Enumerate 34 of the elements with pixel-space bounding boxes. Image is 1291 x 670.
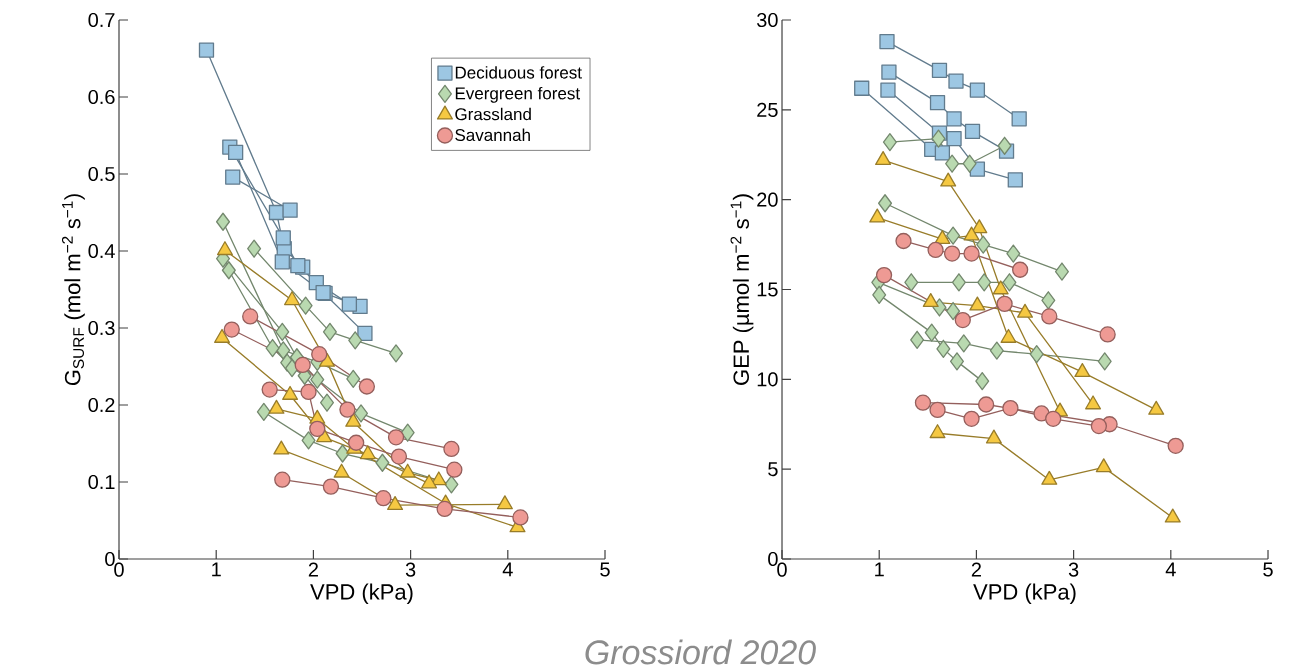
x-tick-label: 5 bbox=[600, 562, 610, 577]
y-tick-label: 25 bbox=[757, 102, 778, 117]
y-tick-label: 10 bbox=[757, 372, 778, 387]
y-tick-label: 0 bbox=[768, 551, 778, 567]
legend-label: Evergreen forest bbox=[455, 86, 580, 103]
text: Grossiord 2020 bbox=[585, 639, 816, 665]
x-tick-label: 2 bbox=[971, 562, 981, 577]
y-tick-label: 0.7 bbox=[88, 12, 115, 28]
y-tick-label: 0.5 bbox=[88, 166, 115, 182]
y-tick-label: 0.2 bbox=[88, 397, 115, 413]
x-tick-label: 3 bbox=[405, 562, 416, 577]
x-tick-label: 3 bbox=[1068, 562, 1079, 577]
legend-label: Deciduous forest bbox=[455, 66, 582, 79]
x-axis-title: VPD (kPa) bbox=[973, 583, 1076, 605]
y-tick-label: 0.4 bbox=[88, 243, 115, 259]
y-tick-label: 0.6 bbox=[88, 89, 115, 105]
y-tick-label: 5 bbox=[768, 462, 778, 477]
y-tick-label: 0.1 bbox=[88, 474, 115, 490]
x-axis-title: VPD (kPa) bbox=[310, 583, 413, 605]
y-tick-label: 0.3 bbox=[88, 320, 115, 336]
y-tick-label: 0 bbox=[105, 551, 115, 567]
legend-label: Savannah bbox=[455, 128, 530, 142]
x-tick-label: 1 bbox=[875, 562, 884, 577]
x-tick-label: 4 bbox=[502, 562, 513, 577]
y-tick-label: 20 bbox=[757, 192, 778, 207]
y-tick-label: 30 bbox=[757, 12, 778, 28]
y-axis-title: G$_{SURF}$ (mol m$^{−2}$ s$^{−1}$) bbox=[61, 194, 85, 386]
x-tick-label: 1 bbox=[212, 562, 221, 577]
legend-label: Grassland bbox=[455, 107, 531, 121]
x-tick-label: 4 bbox=[1165, 562, 1176, 577]
x-tick-label: 2 bbox=[308, 562, 318, 577]
x-tick-label: 5 bbox=[1263, 562, 1273, 577]
y-tick-label: 15 bbox=[757, 282, 778, 297]
y-axis-title: GEP (µmol m$^{−2}$ s$^{−1}$) bbox=[730, 194, 754, 385]
